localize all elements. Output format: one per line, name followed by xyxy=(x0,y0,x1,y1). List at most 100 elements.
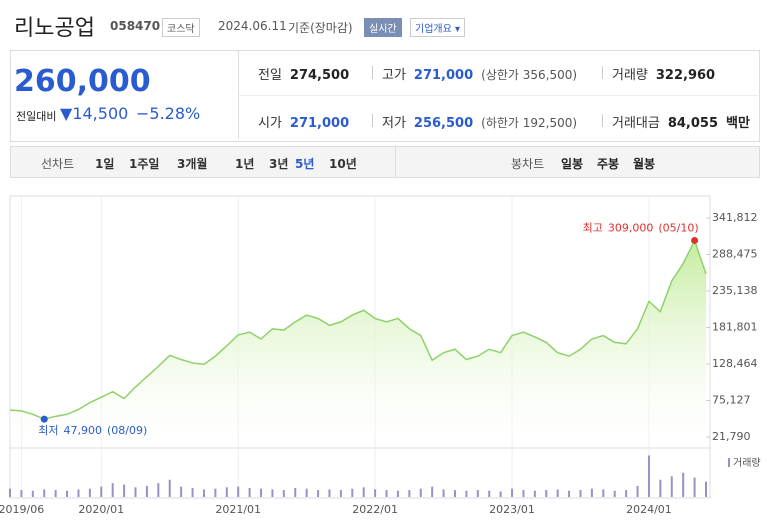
stat-label: 저가 xyxy=(382,116,406,131)
volume-bar xyxy=(214,488,217,497)
extreme-value-label: 309,000 xyxy=(608,221,654,234)
x-tick-label: 2019/06 xyxy=(0,503,44,516)
volume-bar xyxy=(180,486,183,497)
volume-bar xyxy=(556,489,559,497)
stat-label: 시가 xyxy=(258,116,282,131)
volume-bar xyxy=(408,490,411,497)
stat-item: 고가 271,000 (상한가 356,500) xyxy=(382,64,577,83)
volume-bar xyxy=(613,490,616,497)
volume-bar xyxy=(625,490,628,497)
period-bar: 선차트 1일 1주일 3개월 1년 3년 5년 10년 봉차트 일봉 주봉 월봉 xyxy=(10,146,760,178)
period-button[interactable]: 3개월 xyxy=(177,157,208,171)
volume-bar xyxy=(533,490,536,497)
candle-button[interactable]: 주봉 xyxy=(597,157,620,171)
extreme-date: (08/09) xyxy=(107,424,147,437)
volume-bar xyxy=(328,489,331,497)
volume-bar xyxy=(351,488,354,497)
volume-bar xyxy=(202,489,205,497)
price-area xyxy=(10,240,706,437)
change-value: 14,500 xyxy=(72,104,129,123)
volume-bar xyxy=(602,489,605,497)
volume-bar xyxy=(54,490,57,497)
volume-legend-icon xyxy=(728,458,730,467)
realtime-button[interactable]: 실시간 xyxy=(364,18,402,37)
volume-bar xyxy=(88,488,91,497)
line-chart-label: 선차트 xyxy=(41,157,75,171)
change-label: 전일대비 xyxy=(16,110,57,123)
period-button[interactable]: 10년 xyxy=(329,157,357,171)
volume-bar xyxy=(705,481,707,497)
volume-bar xyxy=(77,489,80,497)
volume-bar xyxy=(339,490,342,497)
x-tick-label: 2021/01 xyxy=(215,503,261,516)
volume-bar xyxy=(385,490,388,497)
volume-bar xyxy=(568,490,571,497)
stat-value: 274,500 xyxy=(289,68,350,83)
volume-bar xyxy=(545,490,548,497)
stat-item: 시가 271,000 xyxy=(258,112,349,131)
extreme-label: 최고 xyxy=(583,221,603,234)
volume-bar xyxy=(145,485,148,497)
date: 2024.06.11 xyxy=(218,19,287,33)
y-tick-label: 288,475 xyxy=(712,248,758,261)
volume-bar xyxy=(431,486,434,497)
stat-item: 저가 256,500 (하한가 192,500) xyxy=(382,112,577,131)
volume-bar xyxy=(20,490,23,497)
period-button[interactable]: 3년 xyxy=(269,157,289,171)
stock-code: 058470 xyxy=(110,19,161,33)
price-line xyxy=(9,238,707,420)
volume-bar xyxy=(248,488,251,497)
volume-bar xyxy=(499,491,502,497)
volume-bar xyxy=(659,479,662,497)
change-pct: −5.28% xyxy=(136,104,201,123)
volume-bar xyxy=(522,490,525,497)
volume-bar xyxy=(579,490,582,497)
period-button[interactable]: 1주일 xyxy=(129,157,160,171)
divider xyxy=(395,147,396,177)
company-info-button[interactable]: 기업개요 ▾ xyxy=(410,18,466,37)
volume-bar xyxy=(123,484,126,497)
candle-button[interactable]: 일봉 xyxy=(561,157,584,171)
stat-label: 전일 xyxy=(258,68,282,83)
volume-bar xyxy=(111,483,114,497)
volume-bar xyxy=(9,488,11,497)
period-button[interactable]: 1년 xyxy=(235,157,255,171)
extreme-date: (05/10) xyxy=(658,221,698,234)
volume-bar xyxy=(305,488,308,497)
y-tick-label: 21,790 xyxy=(712,430,751,443)
volume-panel xyxy=(9,447,711,499)
volume-bar xyxy=(168,479,171,497)
stat-value: 322,960 xyxy=(655,68,716,83)
extreme-marker xyxy=(40,415,48,423)
market-badge: 코스닥 xyxy=(162,18,200,37)
stat-value: 84,055 xyxy=(667,116,719,131)
volume-bar xyxy=(282,490,285,497)
volume-bar xyxy=(670,476,673,497)
extreme-label: 최저 xyxy=(38,424,58,437)
stat-sub: (상한가 356,500) xyxy=(481,68,578,82)
stat-unit: 백만 xyxy=(726,116,750,131)
stat-value: 271,000 xyxy=(413,68,474,83)
volume-bar xyxy=(362,487,365,497)
volume-bar xyxy=(294,488,297,497)
price: 260,000 xyxy=(14,64,151,99)
volume-bar xyxy=(43,489,46,497)
stat-item: 거래량 322,960 xyxy=(612,64,715,83)
period-button[interactable]: 1일 xyxy=(95,157,115,171)
volume-bar xyxy=(682,472,685,497)
stat-label: 고가 xyxy=(382,68,406,83)
volume-bar xyxy=(488,490,491,497)
stat-value: 256,500 xyxy=(413,116,474,131)
volume-bar xyxy=(100,486,103,497)
volume-bar xyxy=(66,490,69,497)
volume-bar xyxy=(647,455,650,497)
volume-bar xyxy=(636,485,639,497)
y-tick-label: 181,801 xyxy=(712,321,758,334)
candle-button[interactable]: 월봉 xyxy=(633,157,656,171)
y-tick-label: 75,127 xyxy=(712,394,751,407)
change: ▼14,500 xyxy=(60,104,129,123)
y-tick-label: 341,812 xyxy=(712,211,758,224)
period-button[interactable]: 5년 xyxy=(295,157,315,171)
